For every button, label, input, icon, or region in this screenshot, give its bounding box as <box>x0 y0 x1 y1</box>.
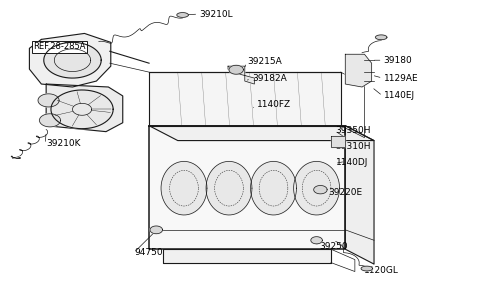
Text: REF.28-285A: REF.28-285A <box>33 42 86 51</box>
Text: 39215A: 39215A <box>247 57 282 66</box>
Text: 39310H: 39310H <box>336 142 371 151</box>
Polygon shape <box>149 72 340 126</box>
Polygon shape <box>161 161 207 215</box>
Text: 39210L: 39210L <box>199 10 233 19</box>
Polygon shape <box>345 126 374 264</box>
Text: 1140DJ: 1140DJ <box>336 158 368 167</box>
Text: 94750: 94750 <box>135 248 163 257</box>
Polygon shape <box>149 126 345 249</box>
Polygon shape <box>29 33 111 87</box>
Polygon shape <box>311 237 323 244</box>
Text: 39182A: 39182A <box>252 74 287 83</box>
Polygon shape <box>39 114 60 127</box>
Polygon shape <box>314 185 327 194</box>
Polygon shape <box>331 136 345 147</box>
Polygon shape <box>361 266 372 271</box>
Polygon shape <box>206 161 252 215</box>
Text: 1120GL: 1120GL <box>364 266 399 274</box>
Polygon shape <box>44 42 101 78</box>
Polygon shape <box>149 126 374 141</box>
Text: 1140FZ: 1140FZ <box>257 100 291 109</box>
Text: 39250: 39250 <box>319 242 348 251</box>
Text: 1129AE: 1129AE <box>384 74 418 83</box>
Polygon shape <box>150 226 162 234</box>
Polygon shape <box>345 54 372 87</box>
Text: 39220E: 39220E <box>328 188 363 197</box>
Polygon shape <box>251 161 297 215</box>
Polygon shape <box>375 35 387 40</box>
Polygon shape <box>228 66 254 84</box>
Text: 1140EJ: 1140EJ <box>384 91 415 100</box>
Polygon shape <box>294 161 339 215</box>
Polygon shape <box>38 94 59 107</box>
Polygon shape <box>229 65 243 74</box>
Polygon shape <box>163 249 331 263</box>
Text: 39350H: 39350H <box>336 126 371 135</box>
Polygon shape <box>177 13 188 17</box>
Polygon shape <box>46 84 123 132</box>
Text: 39180: 39180 <box>384 56 412 65</box>
Text: 39210K: 39210K <box>46 139 81 148</box>
Polygon shape <box>51 90 113 129</box>
